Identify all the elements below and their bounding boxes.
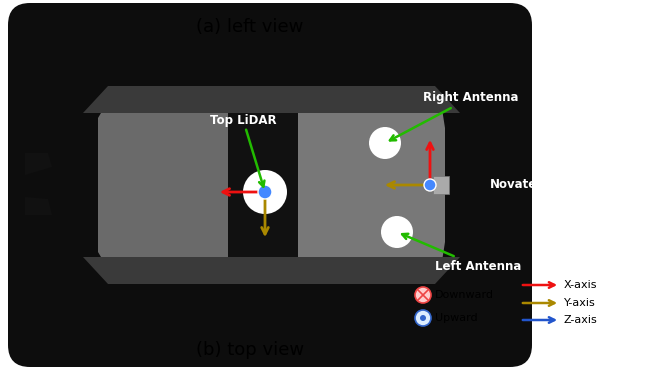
Circle shape xyxy=(243,170,287,214)
Circle shape xyxy=(381,216,413,248)
Circle shape xyxy=(369,127,401,159)
Text: Top LiDAR: Top LiDAR xyxy=(210,114,277,187)
Circle shape xyxy=(415,287,431,303)
Text: X-axis: X-axis xyxy=(564,280,597,290)
Polygon shape xyxy=(83,257,460,284)
Polygon shape xyxy=(83,86,460,113)
Text: (b) top view: (b) top view xyxy=(196,341,304,359)
FancyBboxPatch shape xyxy=(433,176,449,194)
Polygon shape xyxy=(25,153,52,175)
Text: Upward: Upward xyxy=(435,313,478,323)
FancyBboxPatch shape xyxy=(8,3,532,367)
Polygon shape xyxy=(228,88,298,282)
Circle shape xyxy=(415,310,431,326)
Polygon shape xyxy=(298,88,445,282)
Text: (a) left view: (a) left view xyxy=(196,18,304,36)
Text: Novatel: Novatel xyxy=(490,179,541,192)
Polygon shape xyxy=(98,88,228,282)
Text: Left Antenna: Left Antenna xyxy=(402,234,522,273)
Polygon shape xyxy=(25,197,52,215)
Circle shape xyxy=(258,185,272,199)
Text: Right Antenna: Right Antenna xyxy=(390,91,518,140)
Text: Downward: Downward xyxy=(435,290,494,300)
Circle shape xyxy=(424,179,436,191)
Text: Z-axis: Z-axis xyxy=(564,315,598,325)
Circle shape xyxy=(420,315,426,321)
Text: Y-axis: Y-axis xyxy=(564,298,596,308)
